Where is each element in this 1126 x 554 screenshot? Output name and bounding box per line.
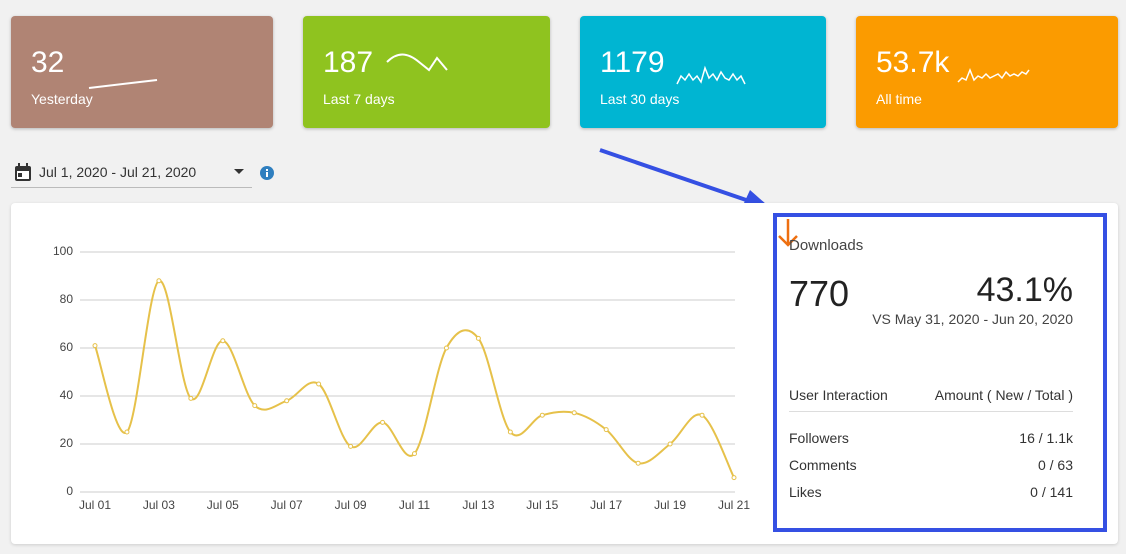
table-header: Amount ( New / Total ): [934, 387, 1073, 403]
point: [380, 419, 386, 425]
downloads-box: Downloads 770 43.1% VS May 31, 2020 - Ju…: [773, 213, 1107, 532]
down-arrow-icon: [778, 219, 798, 247]
x-tick-label: Jul 17: [590, 498, 622, 512]
x-tick-label: Jul 09: [335, 498, 367, 512]
row-label: Followers: [789, 430, 849, 446]
table-header: User Interaction: [789, 387, 888, 403]
point: [156, 278, 162, 284]
point: [348, 443, 354, 449]
x-tick-label: Jul 03: [143, 498, 175, 512]
stat-label: All time: [876, 91, 922, 107]
y-tick-label: 40: [60, 388, 74, 402]
x-tick-label: Jul 21: [718, 498, 750, 512]
date-range: Jul 1, 2020 - Jul 21, 2020: [39, 164, 197, 180]
stat-value: 1179: [600, 46, 665, 79]
point: [92, 343, 98, 349]
row-amount: 16 / 1.1k: [1019, 430, 1073, 446]
x-tick-label: Jul 19: [654, 498, 686, 512]
info-icon[interactable]: [259, 165, 275, 181]
date-picker[interactable]: Jul 1, 2020 - Jul 21, 2020: [11, 158, 252, 188]
downloads-title: Downloads: [789, 237, 864, 254]
point: [124, 429, 130, 435]
point: [443, 345, 449, 351]
row-amount: 0 / 63: [1037, 457, 1073, 473]
stat-card: 187 Last 7 days: [303, 16, 550, 128]
divider: [789, 411, 1073, 412]
y-tick-label: 100: [53, 244, 73, 258]
line: [94, 279, 735, 479]
comparison-range: VS May 31, 2020 - Jun 20, 2020: [872, 311, 1073, 327]
row-label: Comments: [789, 457, 857, 473]
point: [507, 429, 513, 435]
stat-card: 53.7k All time: [856, 16, 1118, 128]
point: [284, 398, 290, 404]
downloads-change: 43.1%: [976, 271, 1073, 309]
point: [539, 412, 545, 418]
x-tick-label: Jul 15: [526, 498, 558, 512]
sparkline: [386, 53, 448, 72]
point: [731, 475, 737, 481]
stat-value: 32: [31, 46, 65, 79]
point: [603, 427, 609, 433]
stat-card: 32 Yesterday: [11, 16, 273, 128]
point: [571, 410, 577, 416]
downloads-value: 770: [789, 273, 850, 314]
sparkline: [957, 67, 1030, 83]
point: [699, 412, 705, 418]
dropdown-caret: [234, 169, 244, 174]
y-tick-label: 80: [60, 292, 74, 306]
x-tick-label: Jul 01: [79, 498, 111, 512]
y-tick-label: 60: [60, 340, 74, 354]
point: [220, 338, 226, 344]
point: [475, 335, 481, 341]
point: [667, 441, 673, 447]
point: [635, 460, 641, 466]
y-tick-label: 20: [60, 436, 74, 450]
row-amount: 0 / 141: [1030, 484, 1073, 500]
stat-label: Yesterday: [31, 91, 93, 107]
point: [316, 381, 322, 387]
sparkline: [676, 65, 746, 85]
stat-label: Last 30 days: [600, 91, 680, 107]
point: [412, 451, 417, 457]
row-label: Likes: [789, 484, 822, 500]
point: [252, 403, 258, 409]
point: [188, 395, 194, 401]
stat-value: 53.7k: [876, 46, 950, 79]
x-tick-label: Jul 11: [399, 498, 430, 512]
calendar-icon: [15, 163, 31, 181]
x-tick-label: Jul 05: [207, 498, 239, 512]
stat-value: 187: [323, 46, 374, 79]
chart: 0 20 40 60 80 100 Jul 01 Jul 03 Jul 05 Jul 07 Jul …: [53, 244, 750, 512]
stat-card: 1179 Last 30 days: [580, 16, 826, 128]
x-tick-label: Jul 13: [462, 498, 494, 512]
chart-panel: 0 20 40 60 80 100 Jul 01 Jul 03 Jul 05 Jul 07 Jul …: [11, 203, 1118, 544]
sparkline: [88, 79, 158, 89]
x-tick-label: Jul 07: [271, 498, 303, 512]
y-tick-label: 0: [66, 484, 73, 498]
stat-label: Last 7 days: [323, 91, 395, 107]
